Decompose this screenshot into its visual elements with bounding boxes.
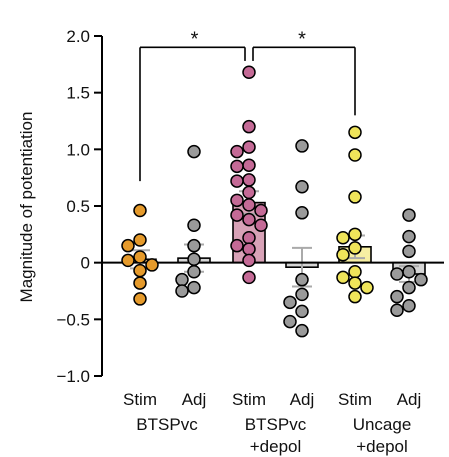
data-point: [242, 185, 256, 200]
data-point: [348, 276, 362, 290]
significance-star: *: [298, 28, 306, 50]
data-point: [390, 289, 404, 304]
data-point: [390, 303, 404, 318]
data-point: [175, 272, 189, 287]
y-tick-label: 1.0: [66, 140, 90, 159]
data-point: [187, 252, 201, 267]
data-point: [133, 276, 147, 290]
data-point: [348, 264, 362, 279]
data-point: [121, 238, 135, 253]
group-label-line2: +depol: [356, 437, 408, 456]
data-point: [230, 159, 244, 174]
data-point: [295, 272, 309, 287]
y-axis: 2.0 1.5 1.0 0.5 0 −0.5 −1.0: [56, 27, 103, 386]
data-point: [242, 140, 256, 154]
x-tick-label: Stim: [123, 390, 157, 409]
data-point: [254, 218, 268, 233]
y-tick-label: 0.5: [66, 197, 90, 216]
data-point: [242, 158, 256, 172]
data-point: [402, 280, 416, 295]
significance-bracket: *: [252, 28, 356, 116]
data-point: [187, 238, 201, 253]
x-tick-label: Stim: [338, 390, 372, 409]
y-tick-label: 0: [81, 254, 90, 273]
x-tick-label: Adj: [290, 390, 315, 409]
y-tick-label: 2.0: [66, 27, 90, 46]
data-point: [402, 244, 416, 259]
data-point: [414, 272, 428, 287]
data-point: [242, 270, 256, 285]
error-bar-layer: [130, 190, 419, 288]
data-point: [402, 298, 416, 313]
group-label: BTSPvc: [136, 415, 198, 434]
data-point: [175, 284, 189, 298]
data-point: [254, 203, 268, 218]
data-point: [295, 323, 309, 338]
data-point: [230, 238, 244, 253]
data-point: [187, 280, 201, 295]
data-point: [402, 264, 416, 279]
data-point: [348, 125, 362, 140]
data-point-layer: [121, 65, 428, 338]
data-point: [242, 253, 256, 268]
y-tick-label: 1.5: [66, 84, 90, 103]
data-point: [336, 270, 350, 285]
data-point: [230, 174, 244, 188]
significance-star: *: [191, 28, 199, 50]
data-point: [230, 208, 244, 222]
data-point: [348, 227, 362, 242]
data-point: [242, 65, 256, 80]
data-point: [242, 212, 256, 227]
y-axis-label: Magnitude of potentiation: [17, 112, 36, 303]
data-point: [348, 148, 362, 162]
group-label: BTSPvc: [245, 415, 307, 434]
x-tick-label: Adj: [397, 390, 422, 409]
data-point: [402, 229, 416, 244]
x-tick-label: Stim: [232, 390, 266, 409]
data-point: [295, 287, 309, 302]
data-point: [242, 230, 256, 245]
data-point: [242, 173, 256, 187]
data-point: [402, 208, 416, 222]
data-point: [295, 179, 309, 194]
significance-layer: * *: [139, 28, 356, 182]
data-point: [348, 190, 362, 204]
data-point: [121, 253, 135, 268]
data-point: [133, 250, 147, 264]
data-point: [242, 242, 256, 256]
data-point: [133, 292, 147, 306]
data-point: [230, 193, 244, 208]
data-point: [295, 304, 309, 319]
x-tick-label: Adj: [182, 390, 207, 409]
data-point: [295, 139, 309, 153]
data-point: [145, 258, 159, 272]
data-point: [348, 241, 362, 255]
data-point: [295, 206, 309, 220]
data-point: [360, 280, 374, 295]
data-point: [242, 198, 256, 212]
data-point: [348, 289, 362, 304]
data-point: [187, 264, 201, 279]
data-point: [283, 295, 297, 310]
data-point: [336, 230, 350, 245]
data-point: [133, 203, 147, 218]
data-point: [187, 218, 201, 233]
data-point: [133, 233, 147, 247]
data-point: [390, 267, 404, 281]
data-point: [187, 144, 201, 159]
data-point: [230, 144, 244, 159]
x-axis-labels: Stim Adj Stim Adj Stim Adj BTSPvc BTSPvc +depol U…: [123, 390, 421, 456]
data-point: [336, 247, 350, 262]
group-label: Uncage: [353, 415, 412, 434]
data-point: [242, 119, 256, 134]
data-point: [283, 314, 297, 329]
y-tick-label: −1.0: [56, 367, 90, 386]
data-point: [133, 263, 147, 278]
significance-bracket: *: [139, 28, 246, 182]
group-label-line2: +depol: [250, 437, 302, 456]
y-tick-label: −0.5: [56, 310, 90, 329]
